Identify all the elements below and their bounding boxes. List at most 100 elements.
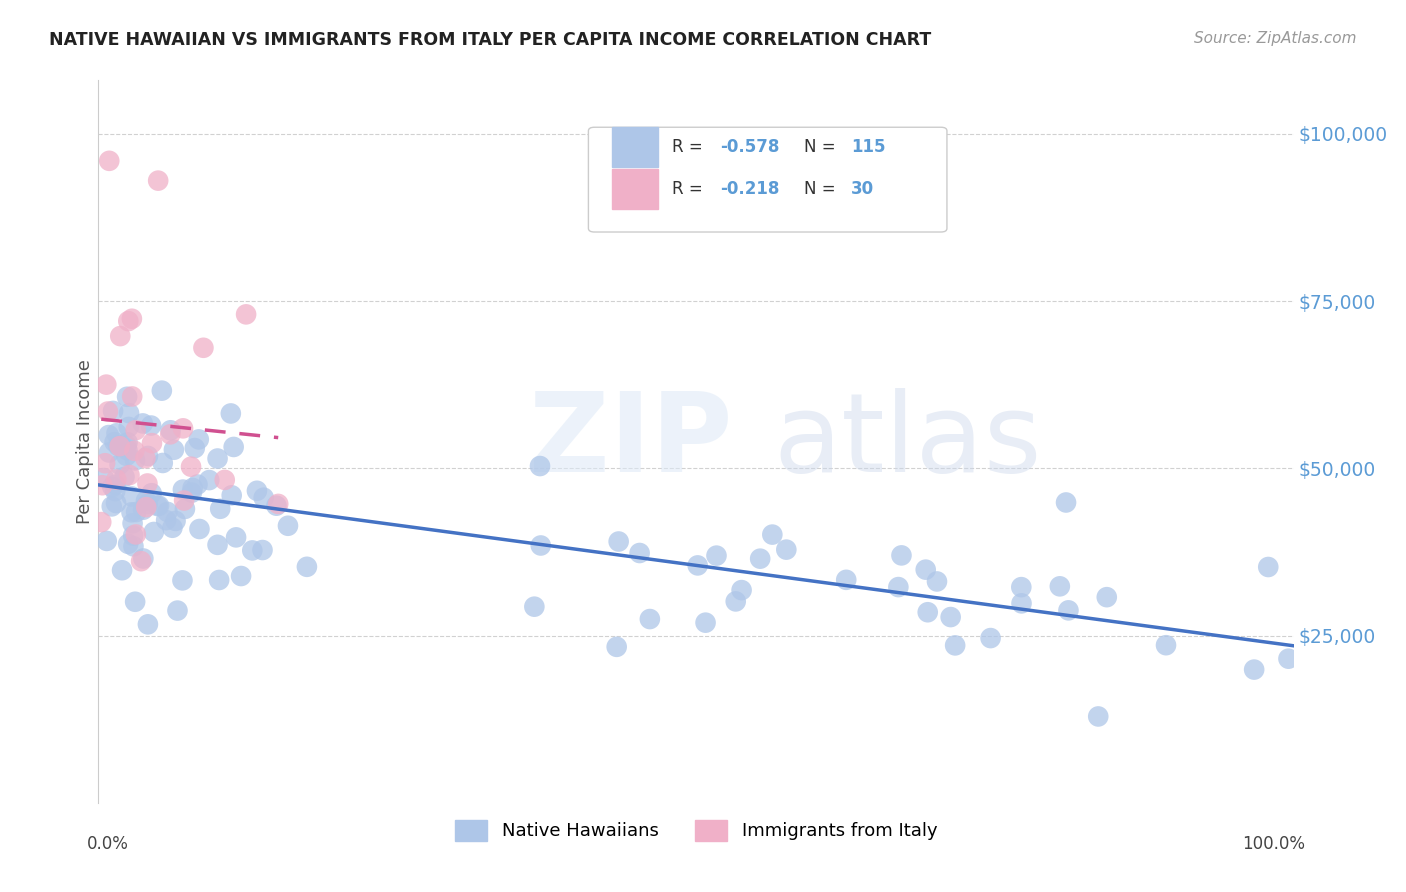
Point	[115, 449, 138, 463]
Point	[835, 573, 858, 587]
Point	[235, 307, 257, 321]
Point	[181, 481, 204, 495]
Y-axis label: Per Capita Income: Per Capita Income	[76, 359, 94, 524]
Point	[887, 580, 910, 594]
Point	[188, 522, 211, 536]
Point	[221, 488, 243, 502]
Point	[240, 543, 263, 558]
Point	[121, 490, 143, 504]
Point	[1054, 495, 1077, 509]
Point	[152, 456, 174, 470]
Point	[105, 426, 128, 441]
Point	[104, 477, 127, 491]
Text: -0.218: -0.218	[720, 180, 779, 198]
Point	[706, 549, 728, 563]
Point	[141, 486, 163, 500]
Point	[925, 574, 948, 589]
Point	[159, 427, 181, 442]
Point	[122, 528, 145, 542]
Point	[97, 404, 120, 418]
Point	[98, 445, 121, 459]
Point	[1049, 579, 1071, 593]
Point	[117, 537, 139, 551]
Point	[121, 389, 143, 403]
Point	[125, 505, 148, 519]
Point	[135, 493, 157, 508]
Point	[110, 329, 132, 343]
Point	[219, 407, 242, 421]
Text: -0.578: -0.578	[720, 138, 779, 156]
FancyBboxPatch shape	[589, 128, 948, 232]
Point	[118, 406, 141, 420]
Point	[115, 439, 138, 453]
Point	[749, 551, 772, 566]
Text: 100.0%: 100.0%	[1243, 835, 1306, 854]
Point	[1257, 560, 1279, 574]
Point	[155, 513, 177, 527]
Point	[124, 453, 146, 467]
Point	[761, 527, 783, 541]
Point	[638, 612, 661, 626]
Point	[207, 538, 229, 552]
Point	[166, 604, 188, 618]
Legend: Native Hawaiians, Immigrants from Italy: Native Hawaiians, Immigrants from Italy	[447, 813, 945, 848]
Text: 115: 115	[852, 138, 886, 156]
Point	[93, 471, 115, 485]
Point	[121, 516, 143, 531]
Point	[914, 563, 936, 577]
Point	[724, 594, 747, 608]
Point	[267, 497, 290, 511]
Point	[193, 341, 215, 355]
Point	[105, 473, 128, 487]
Point	[214, 473, 236, 487]
Point	[695, 615, 717, 630]
Point	[172, 574, 194, 588]
Point	[172, 483, 194, 497]
Point	[628, 546, 651, 560]
Point	[607, 534, 630, 549]
Point	[295, 559, 318, 574]
Text: 0.0%: 0.0%	[87, 835, 128, 854]
Point	[90, 515, 112, 529]
Point	[98, 153, 121, 168]
Text: NATIVE HAWAIIAN VS IMMIGRANTS FROM ITALY PER CAPITA INCOME CORRELATION CHART: NATIVE HAWAIIAN VS IMMIGRANTS FROM ITALY…	[49, 31, 931, 49]
Point	[146, 499, 169, 513]
Point	[156, 505, 179, 519]
Point	[186, 477, 208, 491]
Point	[132, 503, 155, 517]
Bar	[613, 169, 658, 209]
Text: Source: ZipAtlas.com: Source: ZipAtlas.com	[1194, 31, 1357, 46]
Point	[104, 484, 127, 499]
Point	[174, 502, 197, 516]
Point	[115, 390, 138, 404]
Point	[184, 441, 207, 455]
Point	[172, 421, 194, 435]
Point	[129, 554, 152, 568]
Point	[180, 485, 202, 500]
Point	[96, 533, 118, 548]
Point	[124, 443, 146, 458]
Point	[100, 500, 122, 514]
Point	[125, 527, 148, 541]
Point	[132, 417, 155, 431]
Point	[529, 458, 551, 473]
Point	[118, 420, 141, 434]
Point	[939, 610, 962, 624]
Text: atlas: atlas	[773, 388, 1042, 495]
Point	[108, 458, 131, 472]
Point	[117, 314, 139, 328]
Text: 30: 30	[852, 180, 875, 198]
Point	[686, 558, 709, 573]
Point	[209, 501, 232, 516]
Point	[173, 493, 195, 508]
Point	[94, 456, 117, 470]
Text: ZIP: ZIP	[529, 388, 733, 495]
Point	[606, 640, 628, 654]
Point	[135, 500, 157, 515]
Point	[208, 573, 231, 587]
Point	[134, 451, 156, 466]
Point	[108, 439, 131, 453]
Point	[277, 518, 299, 533]
Point	[136, 497, 159, 511]
Text: N =: N =	[804, 180, 841, 198]
